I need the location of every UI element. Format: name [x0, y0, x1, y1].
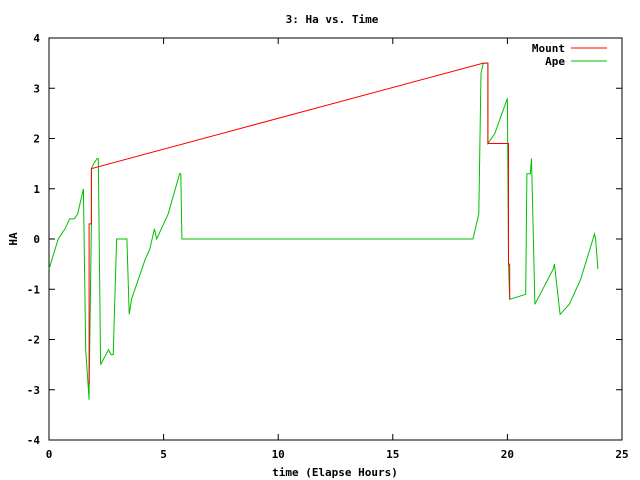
x-tick-label: 10 [272, 448, 285, 461]
y-tick-label: 3 [33, 82, 40, 95]
x-tick-label: 15 [386, 448, 399, 461]
y-tick-label: 0 [33, 233, 40, 246]
y-tick-label: -3 [27, 384, 40, 397]
y-tick-label: 4 [33, 32, 40, 45]
y-tick-label: -2 [27, 334, 40, 347]
y-tick-label: 2 [33, 133, 40, 146]
x-tick-label: 0 [46, 448, 53, 461]
x-tick-label: 20 [501, 448, 514, 461]
x-tick-label: 5 [160, 448, 167, 461]
y-axis-ticks: -4 -3 -2 -1 0 1 2 3 4 [27, 32, 622, 447]
y-tick-label: -1 [27, 283, 41, 296]
x-tick-label: 25 [615, 448, 628, 461]
y-tick-label: 1 [33, 183, 40, 196]
series-line-mount [88, 62, 511, 385]
x-axis-label: time (Elapse Hours) [272, 466, 398, 479]
y-axis-label: HA [7, 232, 20, 246]
legend-label-ape: Ape [545, 55, 565, 68]
series-lines [48, 62, 599, 400]
x-axis-ticks: 0 5 10 15 20 25 [46, 38, 629, 461]
legend: Mount Ape [532, 42, 607, 68]
chart-title: 3: Ha vs. Time [286, 13, 379, 26]
legend-label-mount: Mount [532, 42, 565, 55]
y-tick-label: -4 [27, 434, 41, 447]
series-line-ape [48, 62, 599, 400]
